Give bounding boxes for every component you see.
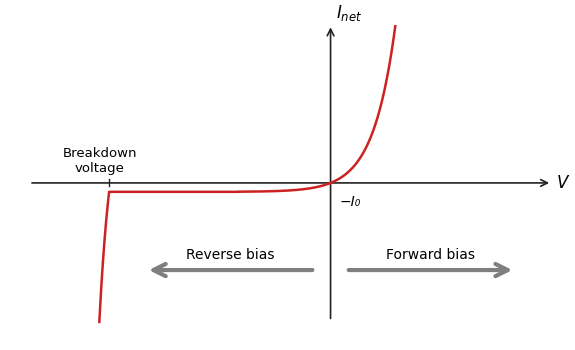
Text: Breakdown
voltage: Breakdown voltage bbox=[63, 147, 137, 175]
Text: Forward bias: Forward bias bbox=[386, 248, 475, 262]
Text: −I₀: −I₀ bbox=[340, 195, 361, 209]
Text: V: V bbox=[557, 174, 568, 192]
Text: $I_{net}$: $I_{net}$ bbox=[336, 2, 362, 22]
Text: Reverse bias: Reverse bias bbox=[186, 248, 275, 262]
